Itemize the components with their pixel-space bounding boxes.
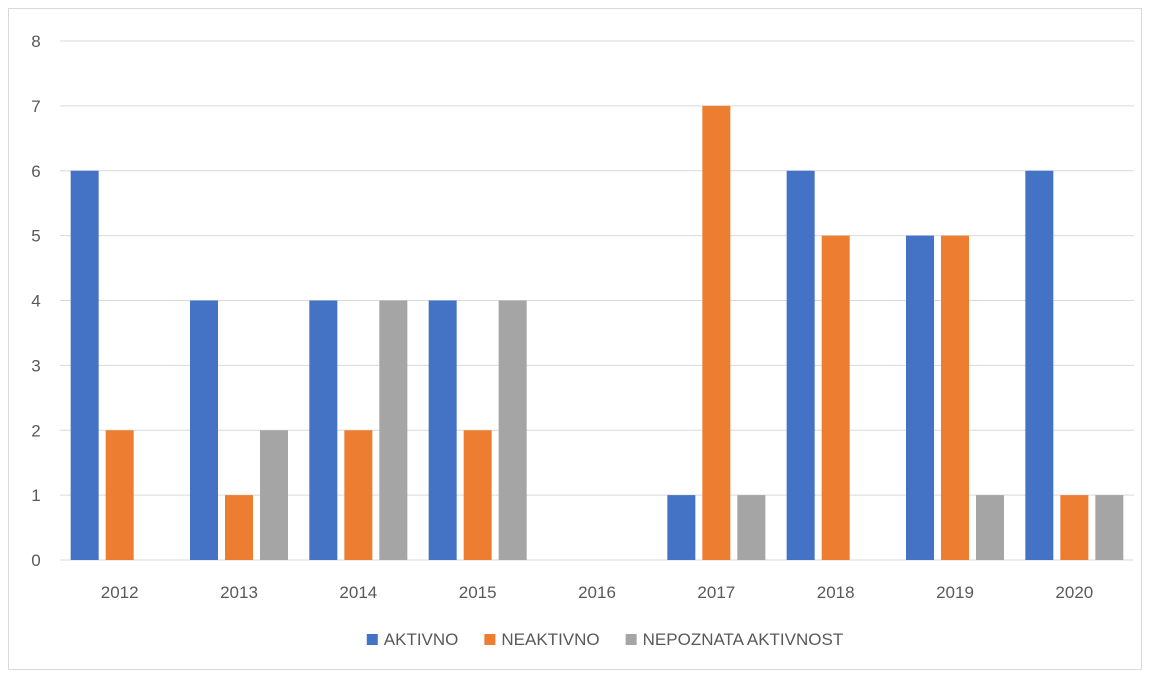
legend-label: NEAKTIVNO — [501, 630, 599, 649]
bar-nepoznata-aktivnost-2019 — [976, 495, 1004, 560]
bar-aktivno-2014 — [309, 300, 338, 560]
x-tick-label: 2019 — [936, 583, 974, 602]
x-tick-label: 2014 — [339, 583, 377, 602]
bar-aktivno-2017 — [667, 495, 696, 560]
bar-aktivno-2020 — [1025, 170, 1054, 560]
y-tick-label: 3 — [31, 356, 40, 375]
x-tick-label: 2018 — [817, 583, 855, 602]
bar-nepoznata-aktivnost-2020 — [1095, 495, 1124, 560]
x-tick-label: 2017 — [697, 583, 735, 602]
legend-label: NEPOZNATA AKTIVNOST — [643, 630, 844, 649]
bar-nepoznata-aktivnost-2014 — [379, 300, 408, 560]
bar-neaktivno-2013 — [225, 495, 253, 560]
gridlines — [60, 40, 1134, 561]
y-tick-label: 7 — [31, 97, 40, 116]
legend-label: AKTIVNO — [384, 630, 459, 649]
x-tick-label: 2015 — [459, 583, 497, 602]
x-axis-ticks: 2012 2013 2014 2015 2016 2017 2018 2019 2020 — [101, 583, 1093, 602]
bar-nepoznata-aktivnost-2017 — [737, 495, 766, 560]
legend-swatch-aktivno — [366, 634, 378, 645]
y-tick-label: 5 — [31, 227, 40, 246]
legend: AKTIVNO NEAKTIVNO NEPOZNATA AKTIVNOST — [366, 630, 844, 649]
y-tick-label: 4 — [31, 292, 40, 311]
bar-neaktivno-2015 — [463, 430, 492, 560]
bar-aktivno-2012 — [70, 170, 99, 560]
bar-neaktivno-2017 — [702, 105, 731, 560]
bar-neaktivno-2019 — [941, 235, 969, 560]
x-tick-label: 2016 — [578, 583, 616, 602]
bar-neaktivno-2018 — [821, 235, 850, 560]
x-tick-label: 2013 — [220, 583, 258, 602]
bar-aktivno-2015 — [428, 300, 457, 560]
y-tick-label: 2 — [31, 421, 40, 440]
y-tick-label: 0 — [31, 551, 40, 570]
legend-swatch-nepoznata-aktivnost — [625, 634, 637, 645]
bar-neaktivno-2020 — [1060, 495, 1089, 560]
legend-swatch-neaktivno — [484, 634, 496, 645]
bars — [70, 105, 1124, 560]
bar-aktivno-2019 — [906, 235, 934, 560]
y-axis-ticks: 0 1 2 3 4 5 6 7 8 — [31, 32, 40, 570]
bar-nepoznata-aktivnost-2015 — [498, 300, 527, 560]
bar-nepoznata-aktivnost-2013 — [260, 430, 288, 560]
x-tick-label: 2020 — [1055, 583, 1093, 602]
y-tick-label: 8 — [31, 32, 40, 51]
y-tick-label: 1 — [31, 486, 40, 505]
bar-aktivno-2018 — [786, 170, 815, 560]
bar-neaktivno-2014 — [344, 430, 373, 560]
bar-neaktivno-2012 — [105, 430, 134, 560]
x-tick-label: 2012 — [101, 583, 139, 602]
bar-aktivno-2013 — [190, 300, 218, 560]
y-tick-label: 6 — [31, 162, 40, 181]
